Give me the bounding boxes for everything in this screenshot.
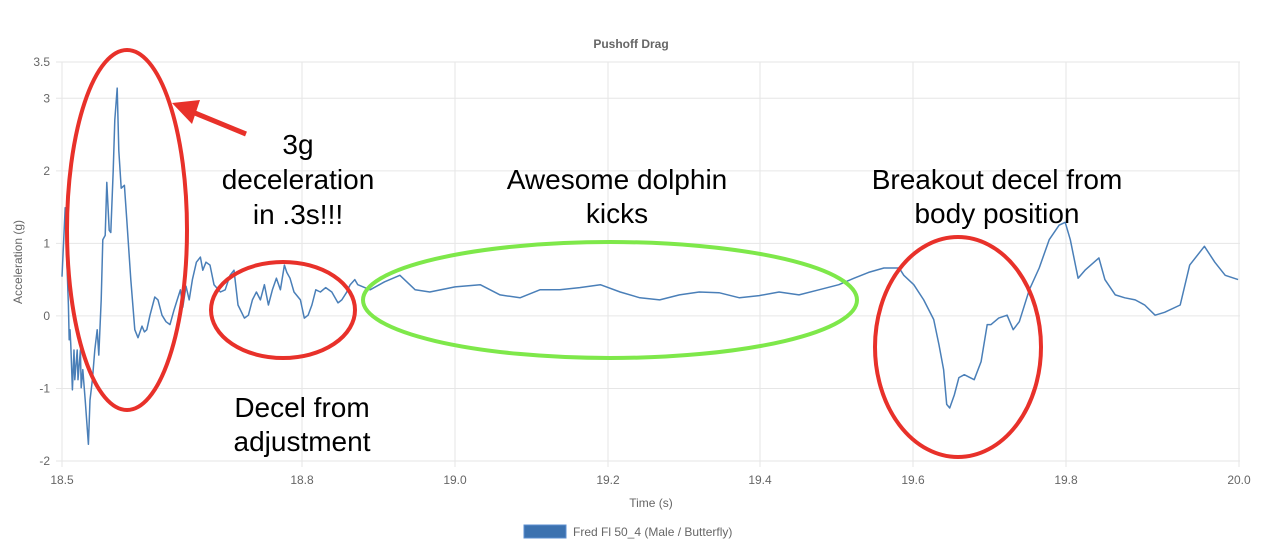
x-axis-label: Time (s) — [629, 496, 673, 510]
x-axis-ticks: 18.5 18.8 19.0 19.2 19.4 19.6 19.8 20.0 — [50, 473, 1251, 487]
series-line — [61, 87, 1239, 446]
y-tick-label: -2 — [39, 454, 50, 468]
annotation-adjustment-1: Decel from — [234, 392, 369, 423]
annotation-peak-3: in .3s!!! — [253, 199, 343, 230]
x-tick-label: 19.2 — [596, 473, 620, 487]
y-tick-label: 0 — [43, 309, 50, 323]
legend[interactable]: Fred Fl 50_4 (Male / Butterfly) — [523, 524, 732, 539]
x-tick-label: 18.8 — [290, 473, 314, 487]
x-tick-label: 19.6 — [901, 473, 925, 487]
annotation-peak-1: 3g — [282, 129, 313, 160]
y-tick-label: 3 — [43, 91, 50, 105]
y-axis-label: Acceleration (g) — [11, 220, 25, 304]
annotation-breakout-2: body position — [914, 198, 1079, 229]
y-tick-label: 2 — [43, 164, 50, 178]
grid — [56, 61, 1240, 467]
annotation-peak-2: deceleration — [222, 164, 375, 195]
y-tick-label: 1 — [43, 236, 50, 250]
annotation-circle-adjustment — [209, 260, 357, 360]
x-tick-label: 19.0 — [443, 473, 467, 487]
chart-title: Pushoff Drag — [593, 37, 668, 51]
y-axis-ticks: 3.5 3 2 1 0 -1 -2 — [33, 55, 50, 468]
annotation-circle-kicks — [361, 240, 859, 360]
annotation-circle-peak — [65, 48, 189, 412]
arrow-icon — [172, 100, 247, 137]
annotation-kicks-1: Awesome dolphin — [507, 164, 728, 195]
y-tick-label: -1 — [39, 381, 50, 395]
legend-swatch — [523, 524, 567, 539]
annotation-breakout-1: Breakout decel from — [872, 164, 1123, 195]
annotation-adjustment-2: adjustment — [234, 426, 371, 457]
annotations: 3g deceleration in .3s!!! Awesome dolphi… — [65, 48, 1123, 459]
annotation-circle-breakout — [873, 235, 1043, 459]
x-tick-label: 19.8 — [1054, 473, 1078, 487]
x-tick-label: 19.4 — [748, 473, 772, 487]
annotation-kicks-2: kicks — [586, 198, 648, 229]
legend-label: Fred Fl 50_4 (Male / Butterfly) — [573, 525, 732, 539]
x-tick-label: 18.5 — [50, 473, 74, 487]
x-tick-label: 20.0 — [1227, 473, 1251, 487]
y-tick-label: 3.5 — [33, 55, 50, 69]
